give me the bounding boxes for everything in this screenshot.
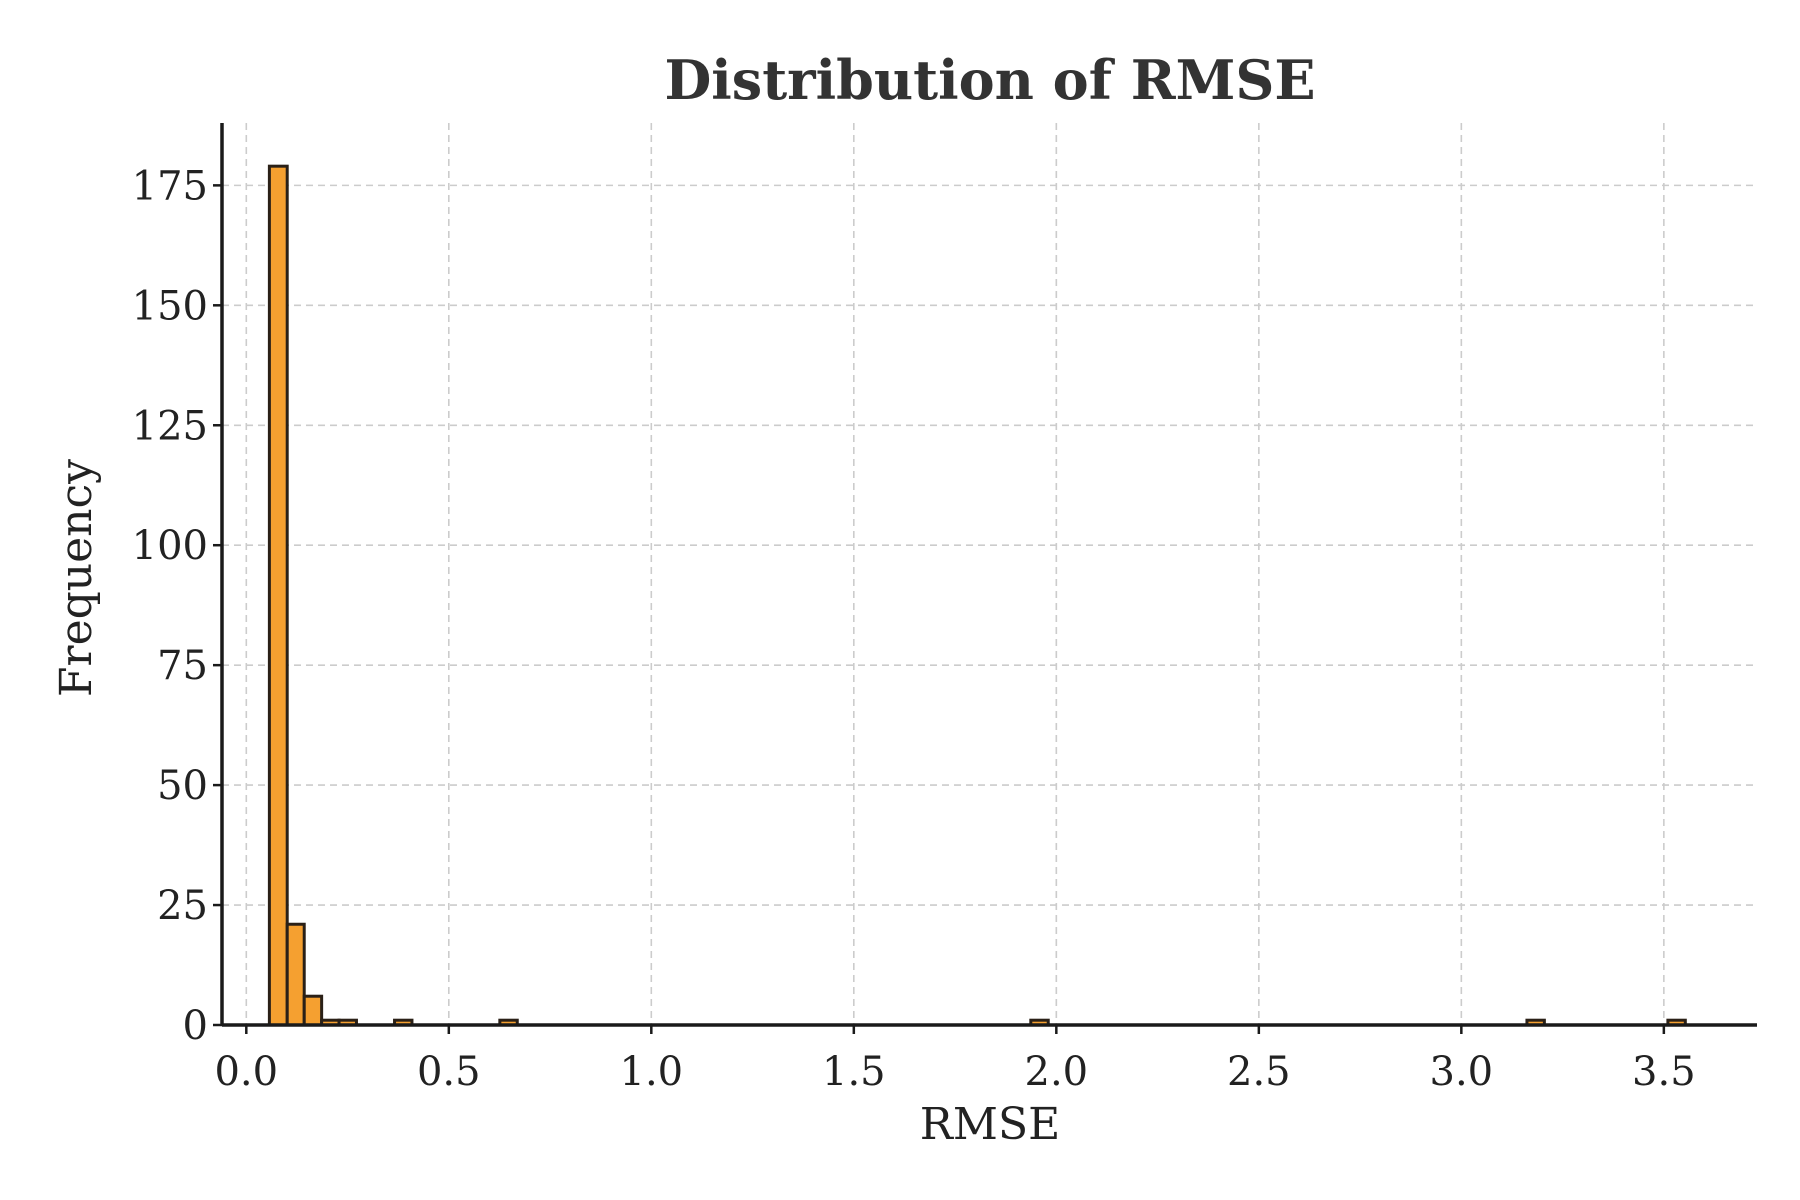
y-tick-label-7: 175 xyxy=(132,163,208,209)
y-tick-label-1: 25 xyxy=(157,883,208,929)
x-axis-label: RMSE xyxy=(920,1099,1060,1150)
chart-title: Distribution of RMSE xyxy=(664,48,1315,112)
bars xyxy=(267,164,1687,1027)
histogram-bar-0 xyxy=(267,164,289,1027)
x-tick-label-6: 3.0 xyxy=(1430,1049,1494,1095)
x-tick-label-1: 0.5 xyxy=(417,1049,481,1095)
x-tick-label-0: 0.0 xyxy=(214,1049,278,1095)
x-tick-label-5: 2.5 xyxy=(1227,1049,1291,1095)
y-tick-label-3: 75 xyxy=(157,643,208,689)
x-tick-label-3: 1.5 xyxy=(822,1049,886,1095)
y-tick-label-2: 50 xyxy=(157,763,208,809)
grid xyxy=(222,123,1757,1026)
x-tick-label-2: 1.0 xyxy=(620,1049,684,1095)
histogram-bar-2 xyxy=(302,994,324,1027)
y-tick-label-4: 100 xyxy=(132,523,208,569)
axes xyxy=(220,123,1757,1027)
y-tick-label-0: 0 xyxy=(183,1003,208,1049)
histogram-bar-1 xyxy=(285,922,306,1027)
ticks: 0.0 0.5 1.0 1.5 2.0 2.5 3.0 3.5 0 25 50 75 100 125 150… xyxy=(132,163,1696,1095)
y-axis-label: Frequency xyxy=(51,459,102,697)
x-tick-label-4: 2.0 xyxy=(1025,1049,1089,1095)
y-tick-label-6: 150 xyxy=(132,283,208,329)
x-tick-label-7: 3.5 xyxy=(1632,1049,1696,1095)
y-tick-label-5: 125 xyxy=(132,403,208,449)
